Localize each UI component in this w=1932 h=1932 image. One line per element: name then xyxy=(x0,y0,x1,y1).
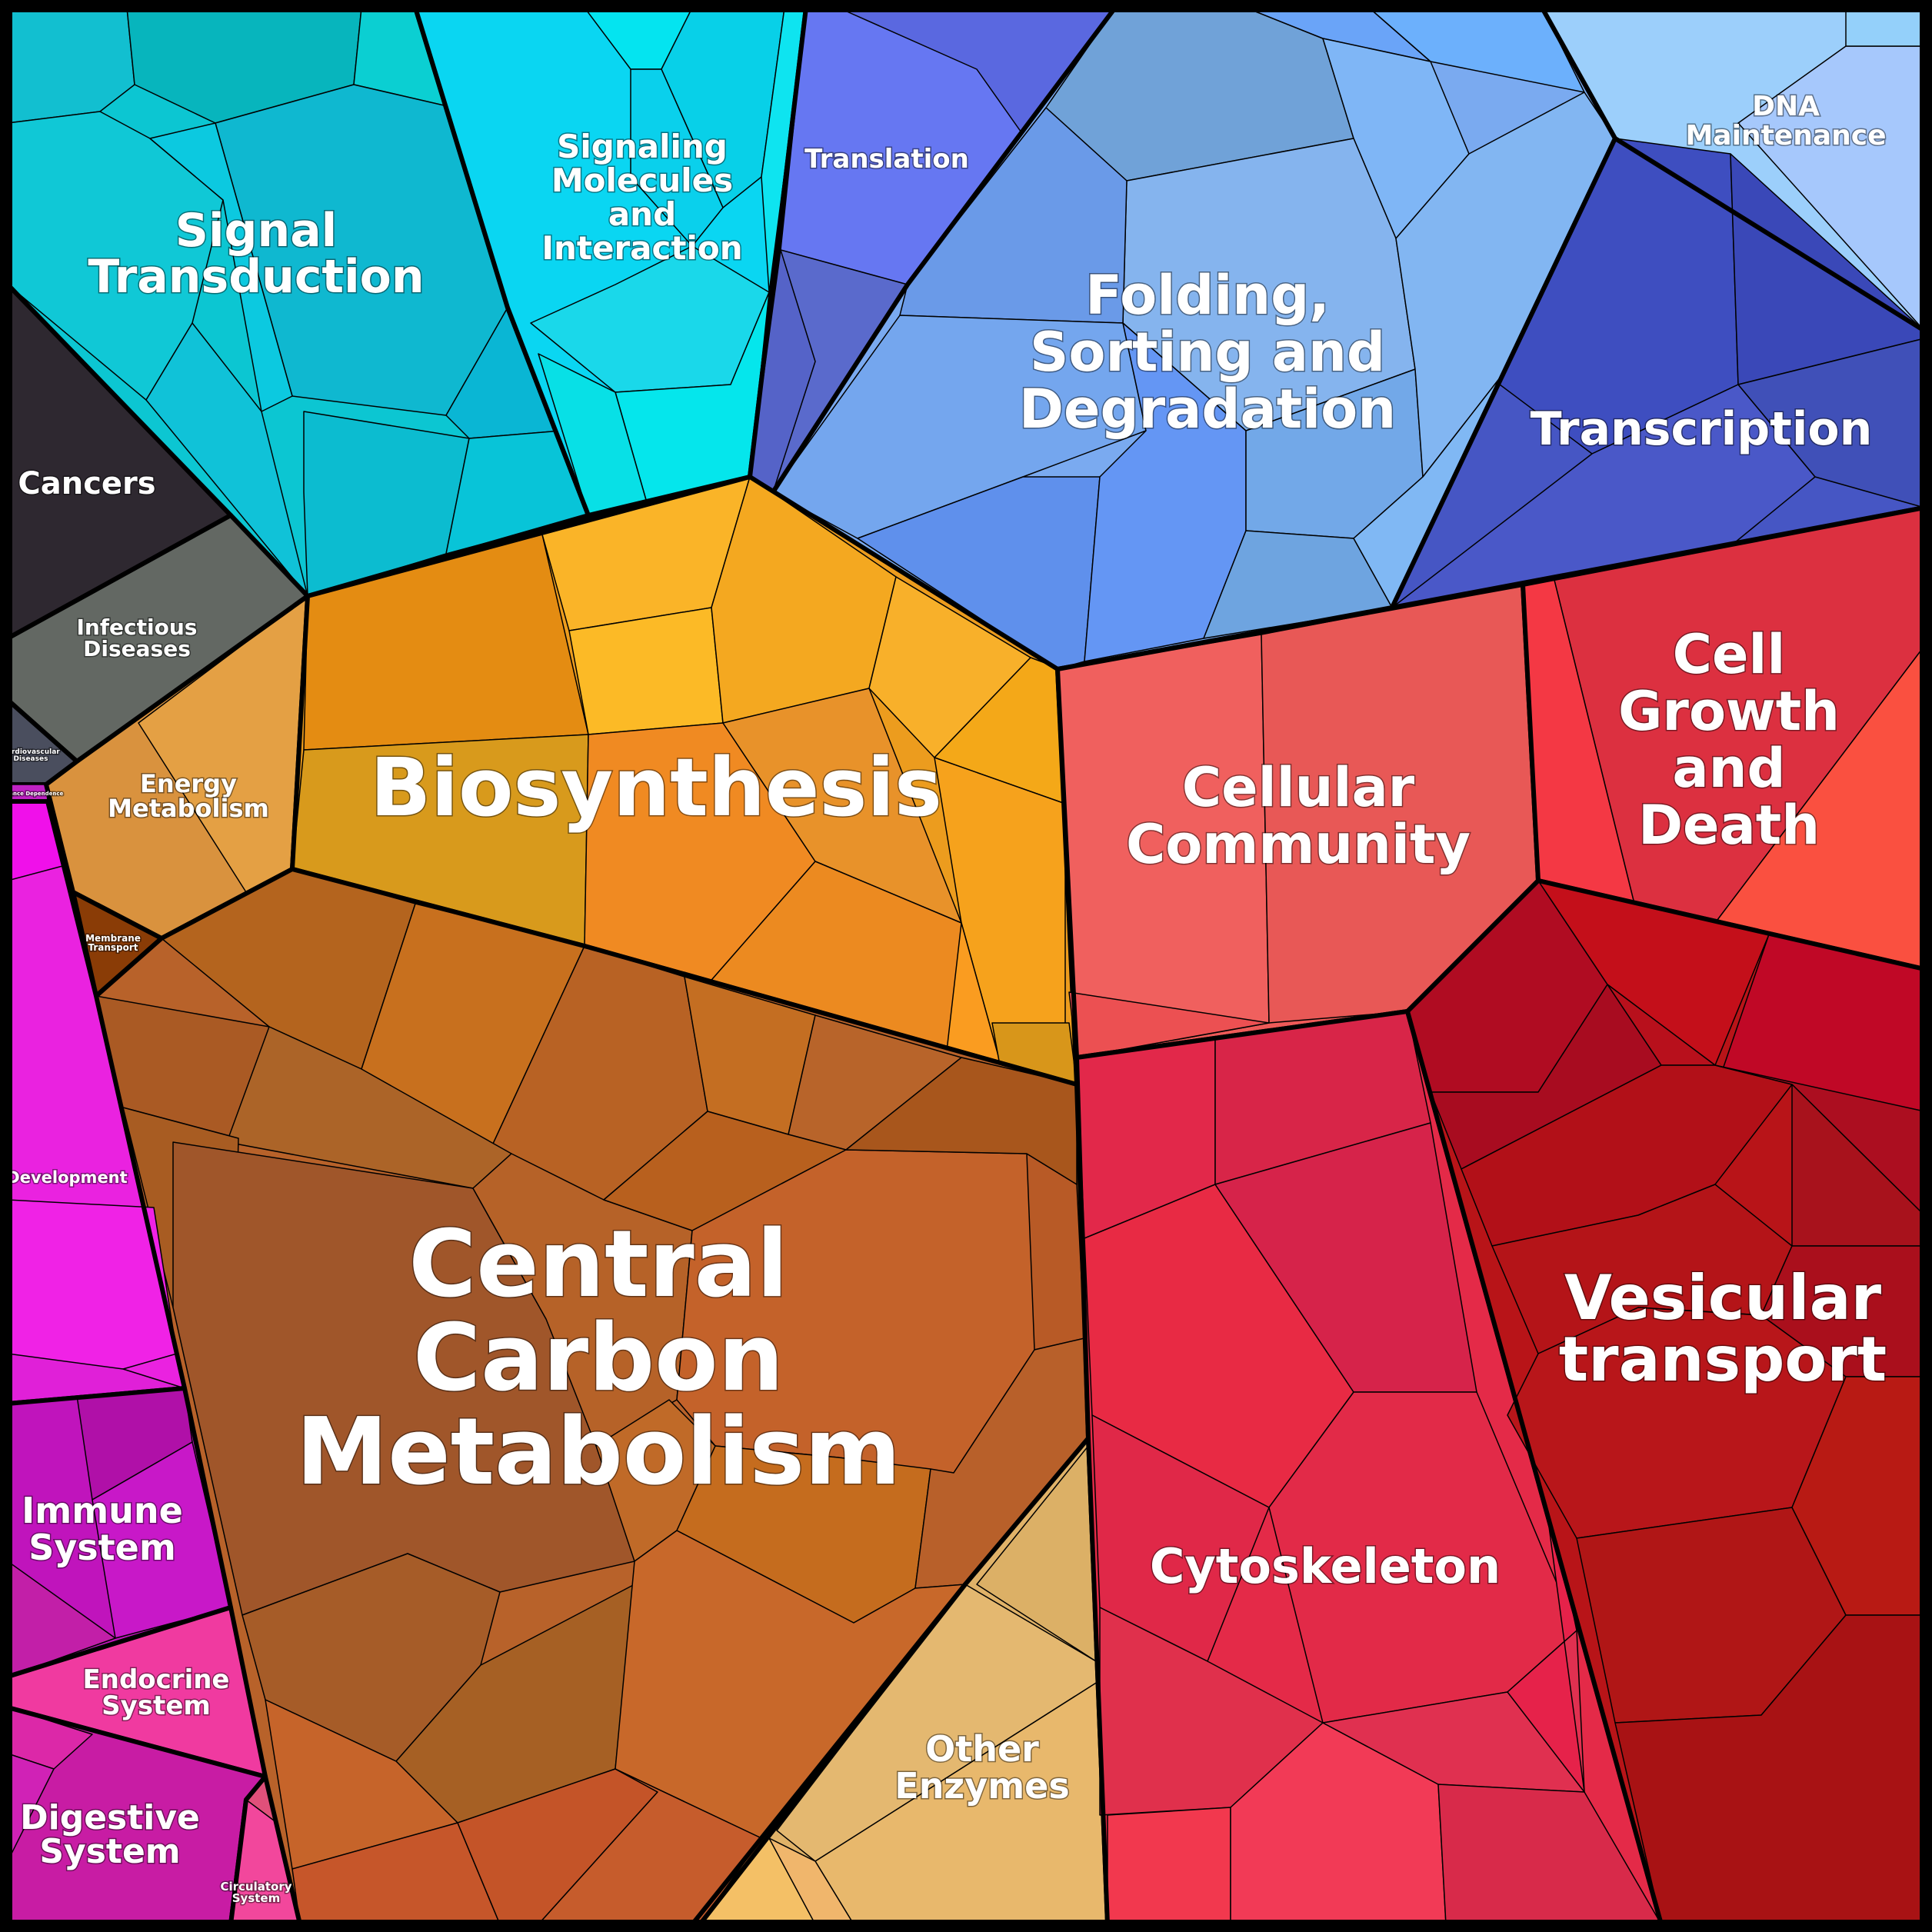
label-line: Transport xyxy=(88,942,138,953)
label-line: Death xyxy=(1638,794,1820,857)
label-line: Diseases xyxy=(83,636,191,661)
region-immune-system[interactable] xyxy=(5,1386,233,1679)
label-line: System xyxy=(102,1690,211,1721)
cell[interactable] xyxy=(1845,7,1925,47)
label-line: Signal xyxy=(175,204,338,258)
cell[interactable] xyxy=(149,122,293,412)
label-line: Maintenance xyxy=(1685,120,1886,152)
region-label-cancers: Cancers xyxy=(18,466,155,501)
label-line: Cellular xyxy=(1182,756,1415,819)
cell[interactable] xyxy=(1107,1807,1231,1925)
region-cell-growth-and-death[interactable] xyxy=(1521,505,1927,971)
region-label-vesicular-transport: Vesicular transport xyxy=(1559,1262,1887,1395)
label-line: Growth xyxy=(1618,680,1840,743)
label-line: Diseases xyxy=(14,755,48,763)
region-label-cytoskeleton: Cytoskeleton xyxy=(1150,1538,1501,1594)
region-label-membrane-transport: Membrane Transport xyxy=(85,933,141,953)
label-line: Immune xyxy=(22,1490,183,1531)
label-line: Central xyxy=(408,1211,788,1318)
region-label-substance-dependence: Substance Dependence xyxy=(0,791,64,797)
label-line: Signaling xyxy=(557,128,728,165)
region-cellular-community[interactable] xyxy=(1055,582,1541,1060)
region-label-energy-metabolism: Energy Metabolism xyxy=(108,769,269,823)
region-label-other-enzymes: Other Enzymes xyxy=(894,1728,1069,1807)
region-label-biosynthesis: Biosynthesis xyxy=(370,741,942,834)
label-line: Digestive xyxy=(20,1798,200,1837)
label-line: Transduction xyxy=(88,250,424,304)
label-line: Translation xyxy=(804,144,969,175)
label-line: Interaction xyxy=(541,229,742,267)
region-label-endocrine-system: Endocrine System xyxy=(83,1664,230,1721)
region-label-circulatory-system: Circulatory System xyxy=(220,1880,291,1905)
label-line: Membrane xyxy=(85,933,141,944)
region-label-digestive-system: Digestive System xyxy=(20,1798,200,1871)
label-line: DNA xyxy=(1752,91,1820,122)
region-other-enzymes[interactable] xyxy=(698,1436,1110,1927)
label-line: Community xyxy=(1126,813,1471,876)
label-line: System xyxy=(28,1527,176,1568)
label-line: System xyxy=(232,1891,280,1905)
label-line: Development xyxy=(6,1168,127,1187)
label-line: Cardiovascular xyxy=(2,748,60,756)
label-line: Cell xyxy=(1673,623,1786,686)
label-line: Substance Dependence xyxy=(0,791,64,797)
label-line: Endocrine xyxy=(83,1664,230,1695)
label-line: and xyxy=(608,195,676,233)
region-label-transcription: Transcription xyxy=(1531,402,1873,456)
label-line: Cancers xyxy=(18,466,155,501)
label-line: Vesicular xyxy=(1564,1262,1882,1334)
label-line: Metabolism xyxy=(108,794,269,823)
label-line: transport xyxy=(1559,1324,1887,1395)
label-line: Energy xyxy=(140,769,237,798)
label-line: Biosynthesis xyxy=(370,741,942,834)
region-label-cardiovascular-diseases: Cardiovascular Diseases xyxy=(2,748,60,763)
region-label-immune-system: Immune System xyxy=(22,1490,183,1568)
region-signal-transduction[interactable] xyxy=(5,5,591,598)
region-transcription[interactable] xyxy=(1390,136,1927,610)
cell[interactable] xyxy=(7,1199,178,1370)
label-line: Folding, xyxy=(1085,264,1330,327)
region-cytoskeleton[interactable] xyxy=(1074,1009,1664,1927)
region-label-cellular-community: Cellular Community xyxy=(1126,756,1471,876)
region-label-signal-transduction: Signal Transduction xyxy=(88,204,424,304)
cell[interactable] xyxy=(1391,384,1816,608)
region-label-central-carbon-metabolism: Central Carbon Metabolism xyxy=(296,1211,901,1506)
label-line: Circulatory xyxy=(220,1880,291,1894)
region-label-signaling-molecules: Signaling Molecules and Interaction xyxy=(541,128,742,267)
label-line: and xyxy=(1672,737,1785,800)
label-line: Infectious xyxy=(77,615,198,640)
label-line: Other xyxy=(925,1728,1039,1770)
label-line: Carbon xyxy=(413,1305,784,1412)
label-line: Metabolism xyxy=(296,1399,901,1506)
region-label-cell-growth-and-death: Cell Growth and Death xyxy=(1618,623,1840,857)
label-line: Molecules xyxy=(551,162,733,199)
label-line: Enzymes xyxy=(894,1765,1069,1807)
label-line: Cytoskeleton xyxy=(1150,1538,1501,1594)
region-label-infectious-diseases: Infectious Diseases xyxy=(77,615,198,661)
region-folding[interactable] xyxy=(771,5,1617,671)
region-central-carbon-metabolism[interactable] xyxy=(94,867,1091,1927)
label-line: Sorting and xyxy=(1030,321,1385,384)
label-line: Transcription xyxy=(1531,402,1873,456)
cell[interactable] xyxy=(1322,1630,1585,1793)
cell[interactable] xyxy=(630,68,724,247)
cell[interactable] xyxy=(568,607,724,735)
cell[interactable] xyxy=(603,1111,847,1231)
region-vesicular-transport[interactable] xyxy=(1405,878,1927,1927)
region-label-development: Development xyxy=(6,1168,127,1187)
label-line: Degradation xyxy=(1019,378,1396,441)
region-label-translation: Translation xyxy=(804,144,969,175)
label-line: System xyxy=(39,1832,180,1871)
region-label-folding: Folding, Sorting and Degradation xyxy=(1019,264,1396,441)
region-label-dna-maintenance: DNA Maintenance xyxy=(1685,91,1886,152)
